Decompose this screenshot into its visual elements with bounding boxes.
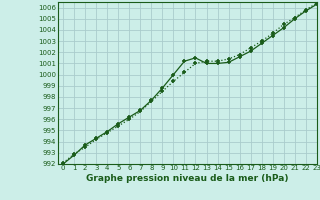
X-axis label: Graphe pression niveau de la mer (hPa): Graphe pression niveau de la mer (hPa) xyxy=(86,174,288,183)
